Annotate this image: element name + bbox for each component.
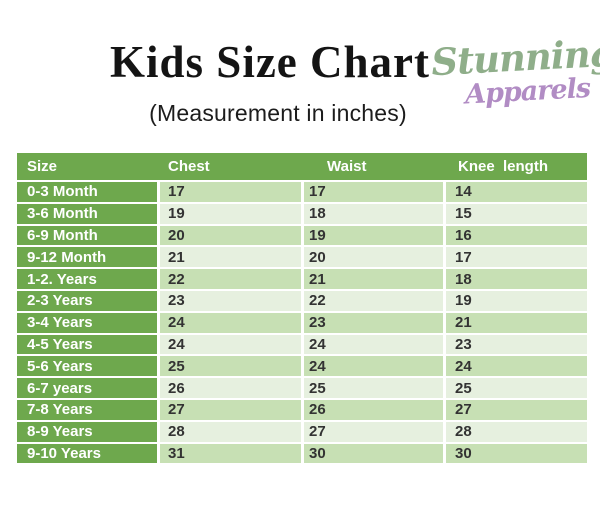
cell-chest: 20 bbox=[157, 225, 301, 246]
cell-waist: 26 bbox=[301, 399, 443, 420]
cell-waist: 24 bbox=[301, 334, 443, 355]
table-row: 8-9 Years 28 27 28 bbox=[17, 421, 587, 444]
cell-size: 0-3 Month bbox=[17, 182, 157, 202]
header-cell-size: Size bbox=[27, 158, 58, 175]
cell-waist: 21 bbox=[301, 269, 443, 289]
cell-size: 1-2. Years bbox=[17, 269, 157, 289]
table-row: 3-6 Month 19 18 15 bbox=[17, 203, 587, 226]
table-header-row: Size Chest Waist Knee length bbox=[17, 153, 587, 182]
cell-size: 4-5 Years bbox=[17, 334, 157, 355]
header-cell-chest: Chest bbox=[168, 158, 210, 175]
cell-chest: 31 bbox=[157, 443, 301, 464]
cell-knee-length: 23 bbox=[443, 334, 587, 355]
header-cell-waist: Waist bbox=[327, 158, 367, 175]
cell-size: 7-8 Years bbox=[17, 399, 157, 420]
cell-chest: 17 bbox=[157, 182, 301, 202]
table-row: 1-2. Years 22 21 18 bbox=[17, 269, 587, 291]
cell-knee-length: 27 bbox=[443, 399, 587, 420]
table-row: 6-9 Month 20 19 16 bbox=[17, 225, 587, 248]
cell-knee-length: 24 bbox=[443, 356, 587, 377]
size-chart-table: Size Chest Waist Knee length 0-3 Month 17… bbox=[17, 153, 587, 466]
cell-chest: 26 bbox=[157, 378, 301, 398]
table-row: 3-4 Years 24 23 21 bbox=[17, 312, 587, 335]
cell-knee-length: 19 bbox=[443, 290, 587, 311]
cell-size: 2-3 Years bbox=[17, 290, 157, 311]
cell-knee-length: 28 bbox=[443, 421, 587, 442]
cell-chest: 27 bbox=[157, 399, 301, 420]
cell-chest: 23 bbox=[157, 290, 301, 311]
cell-waist: 30 bbox=[301, 443, 443, 464]
cell-waist: 23 bbox=[301, 312, 443, 333]
cell-knee-length: 21 bbox=[443, 312, 587, 333]
cell-knee-length: 25 bbox=[443, 378, 587, 398]
cell-size: 3-6 Month bbox=[17, 203, 157, 224]
cell-chest: 22 bbox=[157, 269, 301, 289]
cell-size: 3-4 Years bbox=[17, 312, 157, 333]
cell-chest: 24 bbox=[157, 334, 301, 355]
table-row: 4-5 Years 24 24 23 bbox=[17, 334, 587, 357]
cell-waist: 24 bbox=[301, 356, 443, 377]
cell-size: 9-10 Years bbox=[17, 443, 157, 464]
table-row: 9-12 Month 21 20 17 bbox=[17, 247, 587, 270]
cell-waist: 22 bbox=[301, 290, 443, 311]
cell-chest: 25 bbox=[157, 356, 301, 377]
cell-knee-length: 30 bbox=[443, 443, 587, 464]
brand-logo: Stunning Apparels bbox=[430, 31, 600, 111]
cell-knee-length: 15 bbox=[443, 203, 587, 224]
cell-chest: 19 bbox=[157, 203, 301, 224]
cell-waist: 27 bbox=[301, 421, 443, 442]
table-row: 7-8 Years 27 26 27 bbox=[17, 399, 587, 422]
cell-knee-length: 14 bbox=[443, 182, 587, 202]
table-row: 0-3 Month 17 17 14 bbox=[17, 182, 587, 204]
cell-waist: 25 bbox=[301, 378, 443, 398]
table-row: 9-10 Years 31 30 30 bbox=[17, 443, 587, 466]
cell-knee-length: 16 bbox=[443, 225, 587, 246]
cell-size: 8-9 Years bbox=[17, 421, 157, 442]
cell-size: 9-12 Month bbox=[17, 247, 157, 268]
cell-size: 6-9 Month bbox=[17, 225, 157, 246]
cell-waist: 17 bbox=[301, 182, 443, 202]
cell-waist: 19 bbox=[301, 225, 443, 246]
cell-size: 5-6 Years bbox=[17, 356, 157, 377]
cell-chest: 24 bbox=[157, 312, 301, 333]
table-body: 0-3 Month 17 17 14 3-6 Month 19 18 15 6-9 Month 2… bbox=[17, 182, 587, 466]
table-row: 2-3 Years 23 22 19 bbox=[17, 290, 587, 313]
cell-chest: 28 bbox=[157, 421, 301, 442]
page-subtitle: (Measurement in inches) bbox=[149, 100, 407, 126]
table-row: 6-7 years 26 25 25 bbox=[17, 378, 587, 400]
header-cell-knee-length: Knee length bbox=[458, 158, 549, 175]
cell-knee-length: 18 bbox=[443, 269, 587, 289]
page-title: Kids Size Chart bbox=[110, 37, 431, 87]
cell-waist: 18 bbox=[301, 203, 443, 224]
table-row: 5-6 Years 25 24 24 bbox=[17, 356, 587, 379]
cell-waist: 20 bbox=[301, 247, 443, 268]
cell-knee-length: 17 bbox=[443, 247, 587, 268]
cell-chest: 21 bbox=[157, 247, 301, 268]
cell-size: 6-7 years bbox=[17, 378, 157, 398]
